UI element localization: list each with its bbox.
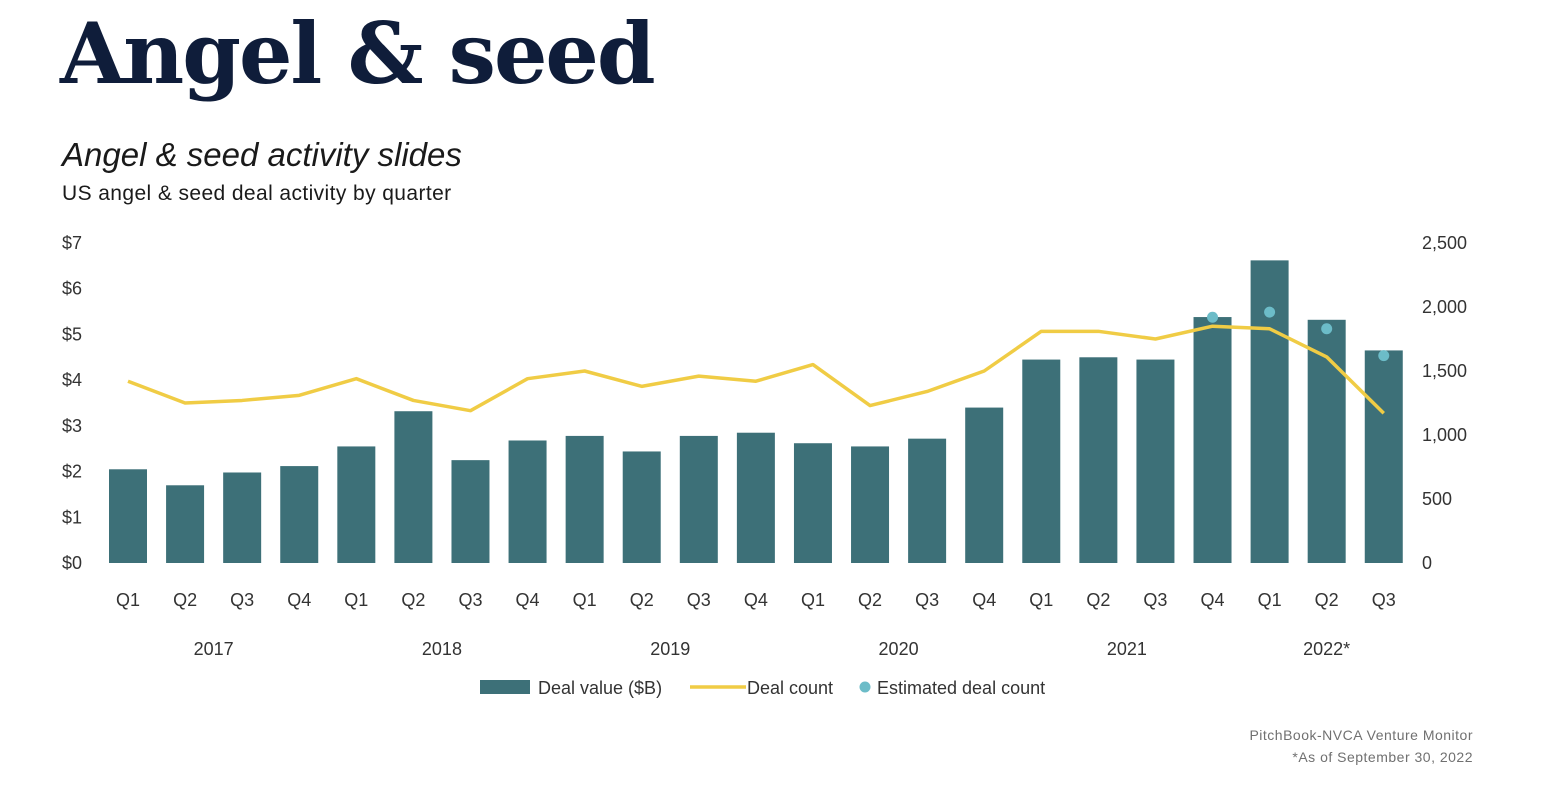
line-deal-count bbox=[127, 324, 1385, 415]
x-tick-label: Q2 bbox=[401, 590, 425, 610]
x-tick-label: Q2 bbox=[1086, 590, 1110, 610]
bar-deal-value bbox=[280, 466, 319, 563]
y-right-tick-label: 2,500 bbox=[1422, 233, 1467, 253]
chart-description: US angel & seed deal activity by quarter bbox=[62, 182, 452, 205]
y-left-tick-label: $4 bbox=[62, 370, 82, 390]
bar-deal-value bbox=[223, 472, 262, 563]
bar-deal-value bbox=[851, 446, 890, 563]
x-tick-label: Q3 bbox=[915, 590, 939, 610]
x-tick-label: Q3 bbox=[458, 590, 482, 610]
x-tick-label: Q2 bbox=[1315, 590, 1339, 610]
bar-deal-value bbox=[1307, 319, 1346, 563]
bar-deal-value bbox=[508, 440, 547, 563]
legend-label-deal-value: Deal value ($B) bbox=[538, 678, 662, 698]
legend-swatch-dot bbox=[859, 681, 871, 693]
bar-deal-value bbox=[109, 469, 147, 563]
x-tick-label: Q4 bbox=[287, 590, 311, 610]
bar-deal-value bbox=[394, 411, 433, 563]
y-right-tick-label: 0 bbox=[1422, 553, 1432, 573]
bar-deal-value bbox=[736, 432, 775, 563]
as-of-note: *As of September 30, 2022 bbox=[1292, 749, 1473, 765]
y-right-tick-label: 1,000 bbox=[1422, 425, 1467, 445]
point-estimated-deal-count bbox=[1321, 323, 1333, 335]
year-group-label: 2017 bbox=[194, 639, 234, 659]
legend-swatch-bar bbox=[480, 680, 530, 694]
year-group-label: 2018 bbox=[422, 639, 462, 659]
x-tick-label: Q4 bbox=[1201, 590, 1225, 610]
x-tick-label: Q1 bbox=[1029, 590, 1053, 610]
point-estimated-deal-count bbox=[1207, 311, 1219, 323]
x-tick-label: Q2 bbox=[173, 590, 197, 610]
bar-deal-value bbox=[622, 451, 661, 563]
bar-deal-value bbox=[1079, 357, 1118, 563]
x-tick-label: Q2 bbox=[630, 590, 654, 610]
bar-deal-value bbox=[451, 460, 490, 563]
bar-deal-value bbox=[1022, 359, 1061, 563]
bar-deal-value bbox=[908, 438, 947, 563]
y-left-tick-label: $0 bbox=[62, 553, 82, 573]
source-line: PitchBook-NVCA Venture Monitor bbox=[1249, 727, 1473, 743]
y-left-tick-label: $3 bbox=[62, 416, 82, 436]
bar-deal-value bbox=[965, 407, 1004, 563]
bar-deal-value bbox=[793, 443, 832, 563]
bar-deal-value bbox=[1193, 317, 1232, 563]
y-right-tick-label: 500 bbox=[1422, 489, 1452, 509]
year-group-label: 2020 bbox=[879, 639, 919, 659]
x-tick-label: Q4 bbox=[972, 590, 996, 610]
legend-label-deal-count: Deal count bbox=[747, 678, 833, 698]
y-right-tick-label: 2,000 bbox=[1422, 297, 1467, 317]
x-tick-label: Q1 bbox=[573, 590, 597, 610]
x-tick-label: Q3 bbox=[1372, 590, 1396, 610]
x-tick-label: Q1 bbox=[344, 590, 368, 610]
bar-deal-value bbox=[565, 435, 604, 563]
year-group-label: 2022* bbox=[1303, 639, 1350, 659]
point-estimated-deal-count bbox=[1378, 350, 1390, 362]
point-estimated-deal-count bbox=[1264, 306, 1276, 318]
y-left-tick-label: $7 bbox=[62, 233, 82, 253]
year-group-label: 2019 bbox=[650, 639, 690, 659]
y-right-tick-label: 1,500 bbox=[1422, 361, 1467, 381]
y-left-tick-label: $6 bbox=[62, 279, 82, 299]
bar-deal-value bbox=[1136, 359, 1175, 563]
bar-deal-value bbox=[1364, 350, 1403, 563]
bar-deal-value bbox=[679, 435, 718, 563]
bar-deal-value bbox=[1250, 260, 1289, 563]
y-left-tick-label: $2 bbox=[62, 462, 82, 482]
x-tick-label: Q3 bbox=[1143, 590, 1167, 610]
page-heading: Angel & seed bbox=[60, 4, 656, 103]
y-left-tick-label: $1 bbox=[62, 507, 82, 527]
chart-subtitle: Angel & seed activity slides bbox=[62, 136, 462, 173]
x-tick-label: Q3 bbox=[687, 590, 711, 610]
bar-deal-value bbox=[337, 446, 376, 563]
x-tick-label: Q3 bbox=[230, 590, 254, 610]
x-tick-label: Q2 bbox=[858, 590, 882, 610]
source-note: PitchBook-NVCA Venture Monitor *As of Se… bbox=[1249, 724, 1473, 768]
x-tick-label: Q1 bbox=[801, 590, 825, 610]
x-tick-label: Q4 bbox=[516, 590, 540, 610]
x-tick-label: Q4 bbox=[744, 590, 768, 610]
legend-label-estimated-deal-count: Estimated deal count bbox=[877, 678, 1045, 698]
bar-deal-value bbox=[166, 485, 205, 563]
x-tick-label: Q1 bbox=[116, 590, 140, 610]
year-group-label: 2021 bbox=[1107, 639, 1147, 659]
x-tick-label: Q1 bbox=[1258, 590, 1282, 610]
y-left-tick-label: $5 bbox=[62, 324, 82, 344]
